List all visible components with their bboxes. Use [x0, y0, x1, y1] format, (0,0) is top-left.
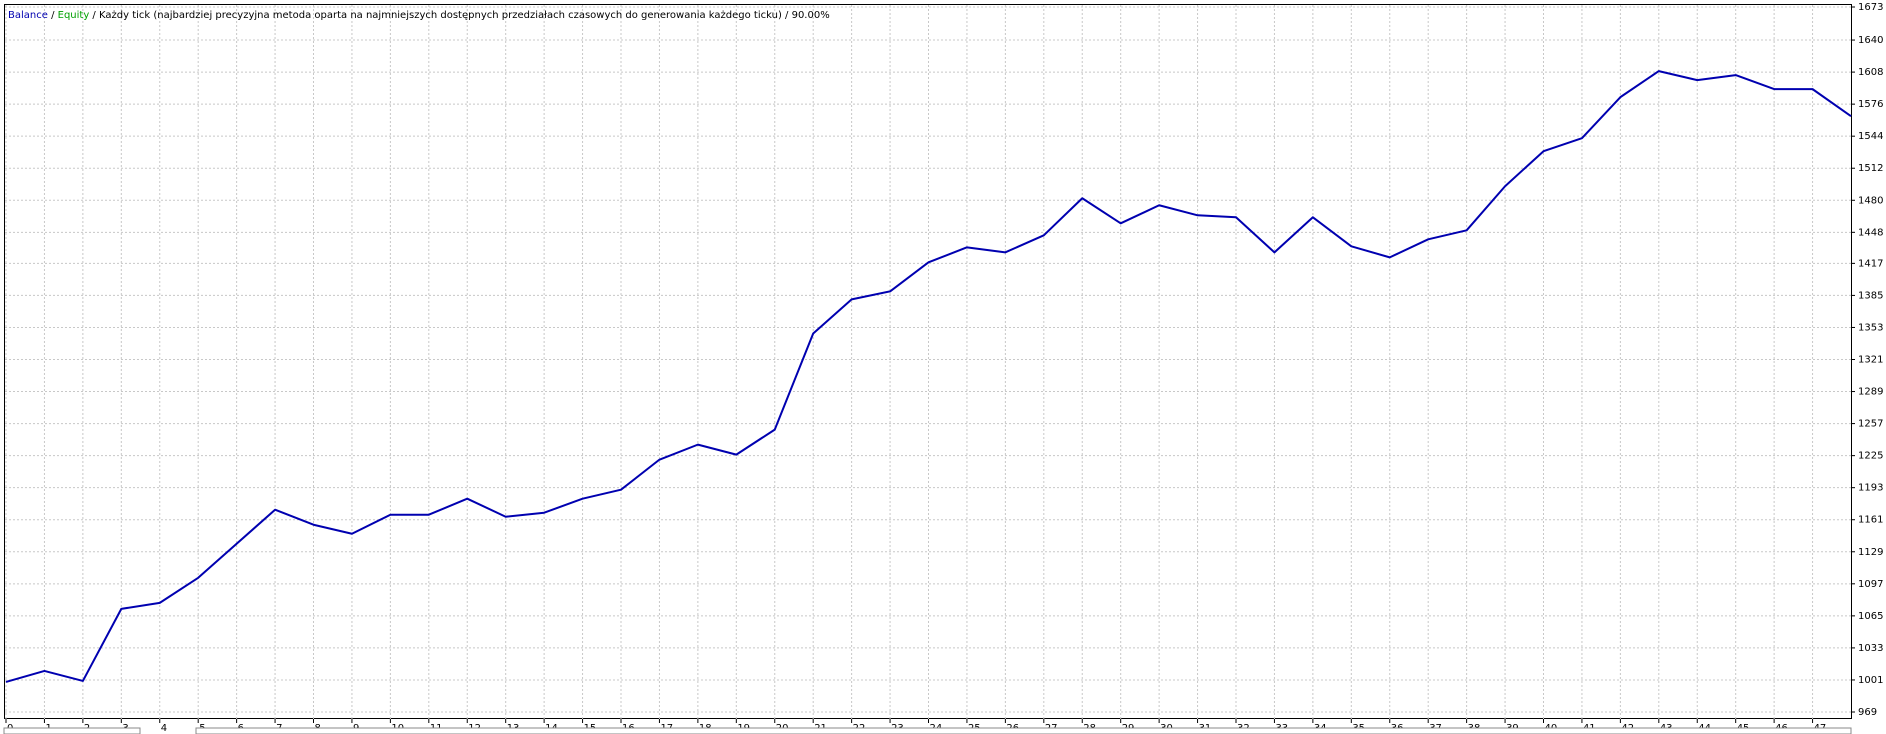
y-tick-label: 1001 — [1858, 675, 1883, 686]
scrollbar — [3, 727, 141, 734]
scrollbar — [195, 727, 1852, 734]
x-tick-label: 4 — [161, 723, 167, 734]
y-tick-label: 1544 — [1858, 131, 1883, 142]
legend-balance: Balance — [8, 10, 48, 21]
y-tick-label: 1225 — [1858, 451, 1883, 462]
legend-equity: Equity — [58, 10, 90, 21]
y-tick-label: 1608 — [1858, 67, 1883, 78]
y-tick-label: 1385 — [1858, 290, 1883, 301]
separator: / — [48, 10, 58, 21]
y-tick-label: 1289 — [1858, 387, 1883, 398]
y-tick-label: 1480 — [1858, 195, 1883, 206]
y-tick-label: 1353 — [1858, 322, 1883, 333]
y-tick-label: 1576 — [1858, 99, 1883, 110]
y-tick-label: 1193 — [1858, 483, 1883, 494]
separator: / — [782, 10, 792, 21]
y-tick-label: 969 — [1858, 707, 1877, 718]
y-tick-label: 1448 — [1858, 227, 1883, 238]
balance-line — [5, 70, 1852, 683]
y-tick-label: 1033 — [1858, 643, 1883, 654]
y-tick-label: 1065 — [1858, 611, 1883, 622]
y-tick-label: 1097 — [1858, 579, 1883, 590]
separator: / — [89, 10, 99, 21]
quality: 90.00% — [792, 10, 830, 21]
y-tick-label: 1129 — [1858, 547, 1883, 558]
y-tick-label: 1512 — [1858, 163, 1883, 174]
subtitle: Każdy tick (najbardziej precyzyjna metod… — [99, 10, 782, 21]
y-tick-label: 1257 — [1858, 419, 1883, 430]
y-tick-label: 1321 — [1858, 355, 1883, 366]
chart-header: Balance / Equity / Każdy tick (najbardzi… — [8, 10, 830, 21]
y-tick-label: 1673 — [1858, 2, 1883, 13]
y-tick-label: 1417 — [1858, 258, 1883, 269]
y-tick-label: 1640 — [1858, 35, 1883, 46]
y-tick-label: 1161 — [1858, 515, 1883, 526]
